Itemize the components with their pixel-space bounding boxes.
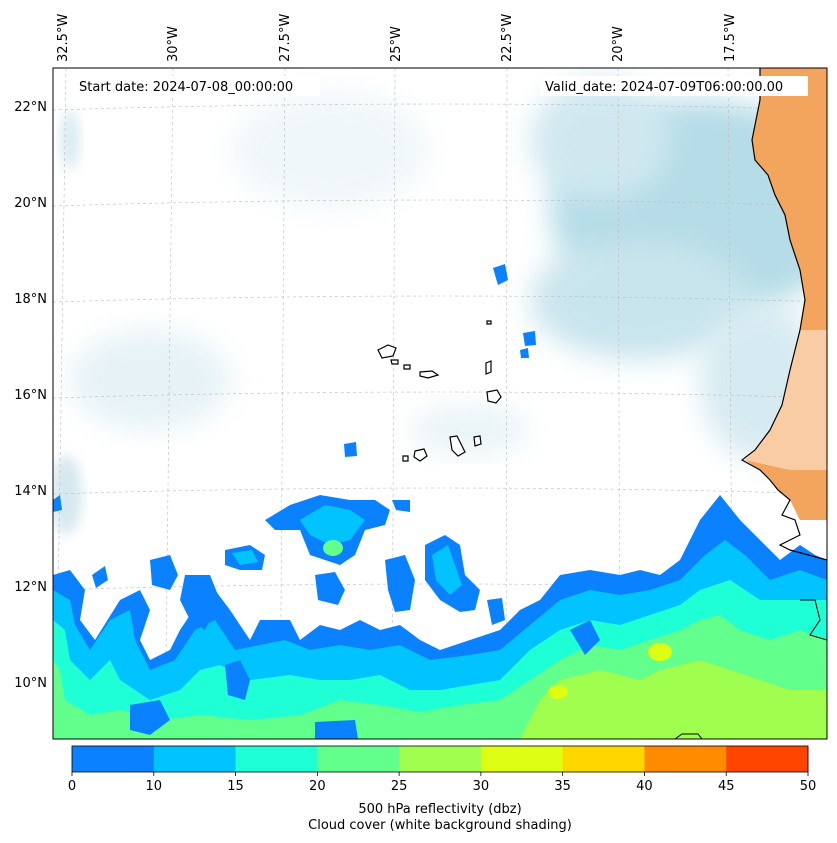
start-date-box <box>72 76 320 96</box>
colorbar-label: 500 hPa reflectivity (dbz) <box>358 802 522 817</box>
lon-label: 32.5°W <box>56 14 71 62</box>
colorbar-tick-label: 45 <box>718 779 735 794</box>
colorbar-tick-label: 30 <box>473 779 490 794</box>
longitude-labels: 32.5°W 30°W 27.5°W 25°W 22.5°W 20°W 17.5… <box>56 14 738 62</box>
colorbar-segment <box>72 746 155 772</box>
colorbar-tick-label: 10 <box>146 779 163 794</box>
colorbar-segment <box>480 746 564 772</box>
land-gradient <box>745 330 827 470</box>
colorbar-tick-label: 0 <box>68 779 76 794</box>
lat-label: 22°N <box>14 100 47 115</box>
colorbar-ticks: 0 10 15 20 25 30 35 40 45 50 <box>68 772 816 794</box>
lon-label: 22.5°W <box>500 14 515 62</box>
lon-label: 30°W <box>166 26 181 62</box>
lat-label: 16°N <box>14 388 47 403</box>
lat-label: 18°N <box>14 292 47 307</box>
cloud-cover-shading <box>53 80 827 535</box>
lon-label: 25°W <box>389 26 404 62</box>
colorbar-segment <box>153 746 237 772</box>
colorbar-segment <box>399 746 482 772</box>
colorbar-tick-label: 40 <box>636 779 653 794</box>
start-date-text: Start date: 2024-07-08_00:00:00 <box>79 80 293 95</box>
colorbar-sublabel: Cloud cover (white background shading) <box>308 818 572 833</box>
colorbar-tick-label: 15 <box>227 779 244 794</box>
colorbar-tick-label: 20 <box>309 779 326 794</box>
colorbar-tick-label: 35 <box>554 779 571 794</box>
coastline-south <box>800 599 827 641</box>
lat-label: 20°N <box>14 196 47 211</box>
valid-date-box <box>540 76 808 96</box>
colorbar-tick-label: 25 <box>391 779 408 794</box>
coastline-bottom <box>674 733 703 739</box>
valid-date-text: Valid_date: 2024-07-09T06:00:00.00 <box>545 80 783 95</box>
lat-label: 12°N <box>14 580 47 595</box>
colorbar-tick-label: 50 <box>800 779 817 794</box>
colorbar <box>71 745 809 773</box>
lon-label: 17.5°W <box>723 14 738 62</box>
lon-label: 20°W <box>611 26 626 62</box>
map-frame <box>52 67 828 740</box>
cape-verde-islands <box>377 320 502 462</box>
reflectivity-shading <box>53 264 827 739</box>
lat-label: 14°N <box>14 484 47 499</box>
colorbar-segment <box>562 746 645 772</box>
coastline <box>740 68 827 561</box>
latitude-labels: 22°N 20°N 18°N 16°N 14°N 12°N 10°N <box>14 100 47 691</box>
lon-label: 27.5°W <box>278 14 293 62</box>
colorbar-segment <box>235 746 318 772</box>
colorbar-segment <box>726 746 809 772</box>
colorbar-segment <box>644 746 727 772</box>
colorbar-segment <box>317 746 400 772</box>
lat-label: 10°N <box>14 676 47 691</box>
colorbar-frame <box>71 745 809 773</box>
